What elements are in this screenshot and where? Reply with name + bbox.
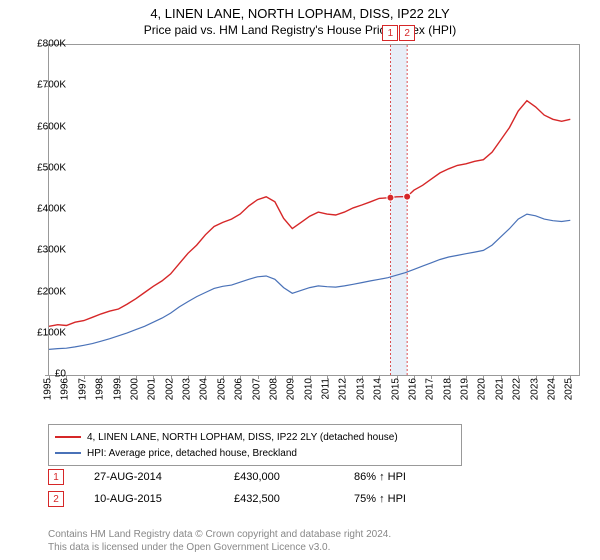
y-axis-label: £400K bbox=[22, 204, 66, 215]
plot-svg bbox=[49, 45, 579, 375]
x-axis-label: 2001 bbox=[147, 378, 158, 400]
footer: Contains HM Land Registry data © Crown c… bbox=[48, 528, 391, 554]
sale-date: 27-AUG-2014 bbox=[94, 471, 204, 483]
y-axis-label: £800K bbox=[22, 39, 66, 50]
x-axis-label: 2014 bbox=[373, 378, 384, 400]
chart-subtitle: Price paid vs. HM Land Registry's House … bbox=[0, 21, 600, 37]
sale-price: £430,000 bbox=[234, 471, 324, 483]
x-axis-label: 2010 bbox=[303, 378, 314, 400]
sale-marker-callout: 2 bbox=[399, 25, 415, 41]
sale-hpi: 86% ↑ HPI bbox=[354, 471, 406, 483]
sale-marker: 2 bbox=[48, 491, 64, 507]
y-axis-label: £600K bbox=[22, 121, 66, 132]
x-axis-label: 2013 bbox=[355, 378, 366, 400]
y-axis-label: £500K bbox=[22, 162, 66, 173]
footer-line-2: This data is licensed under the Open Gov… bbox=[48, 541, 391, 554]
y-axis-label: £200K bbox=[22, 286, 66, 297]
legend: 4, LINEN LANE, NORTH LOPHAM, DISS, IP22 … bbox=[48, 424, 462, 466]
x-axis-label: 2002 bbox=[164, 378, 175, 400]
legend-row: 4, LINEN LANE, NORTH LOPHAM, DISS, IP22 … bbox=[55, 429, 455, 445]
sale-price: £432,500 bbox=[234, 493, 324, 505]
x-axis-label: 2000 bbox=[129, 378, 140, 400]
x-axis-label: 1996 bbox=[60, 378, 71, 400]
legend-row: HPI: Average price, detached house, Brec… bbox=[55, 445, 455, 461]
x-axis-label: 2005 bbox=[216, 378, 227, 400]
x-axis-label: 2019 bbox=[460, 378, 471, 400]
sale-marker: 1 bbox=[48, 469, 64, 485]
x-axis-label: 1999 bbox=[112, 378, 123, 400]
x-axis-label: 2007 bbox=[251, 378, 262, 400]
x-axis-label: 2018 bbox=[442, 378, 453, 400]
x-axis-label: 2011 bbox=[321, 378, 332, 400]
legend-swatch bbox=[55, 452, 81, 454]
chart-title: 4, LINEN LANE, NORTH LOPHAM, DISS, IP22 … bbox=[0, 0, 600, 21]
chart-container: 4, LINEN LANE, NORTH LOPHAM, DISS, IP22 … bbox=[0, 0, 600, 560]
x-axis-label: 2025 bbox=[564, 378, 575, 400]
footer-line-1: Contains HM Land Registry data © Crown c… bbox=[48, 528, 391, 541]
sale-hpi: 75% ↑ HPI bbox=[354, 493, 406, 505]
sale-date: 10-AUG-2015 bbox=[94, 493, 204, 505]
legend-label: 4, LINEN LANE, NORTH LOPHAM, DISS, IP22 … bbox=[87, 432, 398, 443]
y-axis-label: £300K bbox=[22, 245, 66, 256]
x-axis-label: 2006 bbox=[234, 378, 245, 400]
sale-row: 1 27-AUG-2014 £430,000 86% ↑ HPI bbox=[48, 466, 406, 488]
x-axis-label: 1997 bbox=[77, 378, 88, 400]
x-axis-label: 2017 bbox=[425, 378, 436, 400]
x-axis-label: 2021 bbox=[494, 378, 505, 400]
x-axis-label: 2023 bbox=[529, 378, 540, 400]
sales-table: 1 27-AUG-2014 £430,000 86% ↑ HPI 2 10-AUG-201… bbox=[48, 466, 406, 510]
x-axis-label: 2024 bbox=[546, 378, 557, 400]
x-axis-label: 2008 bbox=[268, 378, 279, 400]
x-axis-label: 2020 bbox=[477, 378, 488, 400]
sale-row: 2 10-AUG-2015 £432,500 75% ↑ HPI bbox=[48, 488, 406, 510]
x-axis-label: 2003 bbox=[182, 378, 193, 400]
x-axis-label: 2009 bbox=[286, 378, 297, 400]
y-axis-label: £700K bbox=[22, 80, 66, 91]
x-axis-label: 2004 bbox=[199, 378, 210, 400]
x-axis-label: 2016 bbox=[407, 378, 418, 400]
plot-area: 12 bbox=[48, 44, 580, 376]
legend-label: HPI: Average price, detached house, Brec… bbox=[87, 448, 297, 459]
sale-marker-callout: 1 bbox=[382, 25, 398, 41]
x-axis-label: 2022 bbox=[512, 378, 523, 400]
x-axis-label: 1998 bbox=[95, 378, 106, 400]
legend-swatch bbox=[55, 436, 81, 438]
x-axis-label: 1995 bbox=[43, 378, 54, 400]
x-axis-label: 2012 bbox=[338, 378, 349, 400]
x-axis-label: 2015 bbox=[390, 378, 401, 400]
y-axis-label: £100K bbox=[22, 327, 66, 338]
